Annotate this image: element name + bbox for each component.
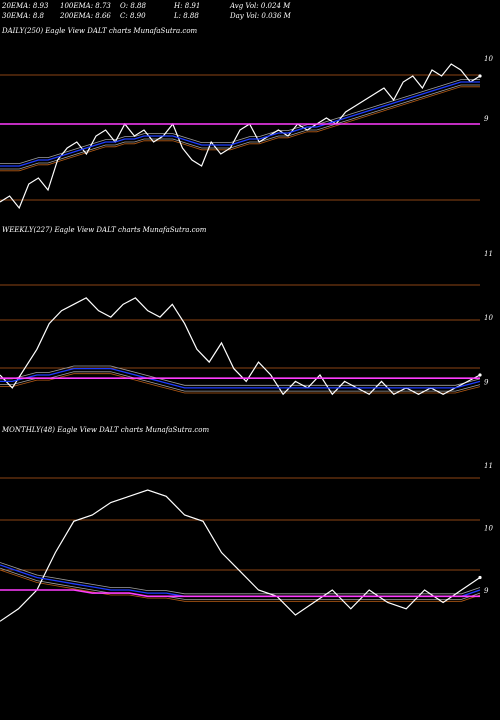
- daily-panel-title: DAILY(250) Eagle View DALT charts Munafa…: [2, 27, 198, 35]
- ema-band-line: [0, 569, 481, 602]
- low-label: L: 8.88: [174, 12, 199, 20]
- ema-band-line: [0, 365, 481, 386]
- ema-magenta-line: [0, 589, 480, 598]
- ema-band-line: [0, 84, 480, 170]
- ema-band-line: [0, 567, 481, 600]
- last-price-marker: [478, 74, 482, 78]
- price-line: [0, 489, 481, 622]
- y-tick-label: 11: [484, 250, 493, 258]
- ema-band-line: [0, 562, 481, 595]
- weekly-panel-title: WEEKLY(227) Eagle View DALT charts Munaf…: [2, 226, 207, 234]
- ema30-label: 30EMA: 8.8: [2, 12, 44, 20]
- y-tick-label: 11: [484, 462, 493, 470]
- last-price-marker: [478, 373, 482, 377]
- ema20-label: 20EMA: 8.93: [2, 2, 49, 10]
- close-label: C: 8.90: [120, 12, 146, 20]
- y-tick-label: 10: [484, 55, 493, 63]
- price-line: [0, 63, 481, 210]
- ema-blue-line: [0, 81, 480, 167]
- y-tick-label: 9: [484, 378, 489, 386]
- ema200-label: 200EMA: 8.66: [60, 12, 111, 20]
- ema-blue-line: [0, 367, 481, 389]
- y-tick-label: 10: [484, 314, 493, 322]
- y-tick-label: 9: [484, 115, 489, 123]
- ema-band-line: [0, 373, 481, 394]
- last-price-marker: [478, 575, 482, 580]
- monthly-panel-title: MONTHLY(48) Eagle View DALT charts Munaf…: [2, 426, 210, 434]
- ema100-label: 100EMA: 8.73: [60, 2, 111, 10]
- y-tick-label: 9: [484, 587, 489, 595]
- ema-band-line: [0, 79, 480, 165]
- open-label: O: 8.88: [120, 2, 146, 10]
- price-line: [0, 297, 481, 396]
- high-label: H: 8.91: [174, 2, 201, 10]
- day-vol-label: Day Vol: 0.036 M: [230, 12, 291, 20]
- avg-vol-label: Avg Vol: 0.024 M: [230, 2, 291, 10]
- y-tick-label: 10: [484, 525, 493, 533]
- ema-band-line: [0, 86, 480, 172]
